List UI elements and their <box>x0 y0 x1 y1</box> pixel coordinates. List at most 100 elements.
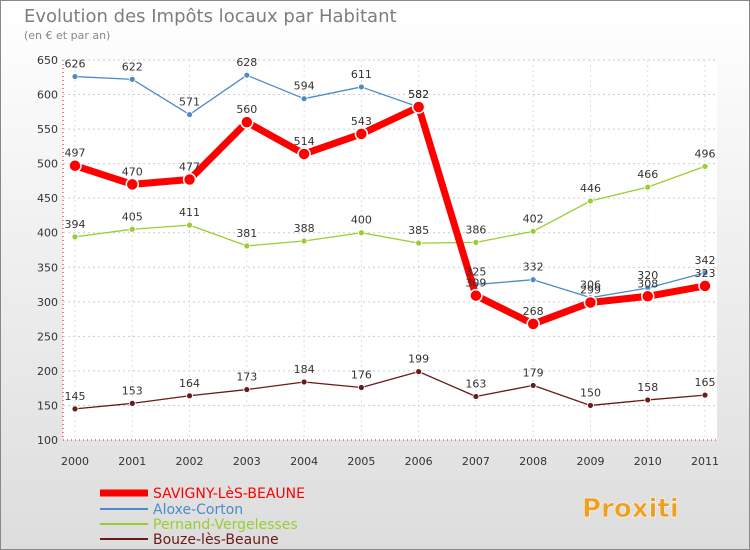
data-label: 582 <box>408 88 429 101</box>
data-label: 470 <box>122 165 143 178</box>
data-label: 386 <box>465 223 486 236</box>
data-point <box>243 386 251 393</box>
data-point <box>300 95 308 103</box>
data-point <box>243 242 251 250</box>
data-point <box>71 73 79 80</box>
data-point <box>529 382 537 389</box>
data-point <box>128 225 136 233</box>
data-point <box>240 115 254 129</box>
chart-subtitle: (en € et par an) <box>24 29 110 42</box>
data-label: 176 <box>351 368 372 381</box>
data-label: 179 <box>523 366 544 379</box>
data-point <box>357 229 365 237</box>
data-point <box>128 399 136 407</box>
data-label: 309 <box>465 277 486 290</box>
series-line-2 <box>74 165 706 247</box>
data-point <box>701 162 709 170</box>
grid-lines <box>63 59 717 440</box>
data-label: 622 <box>122 60 143 73</box>
data-label: 158 <box>637 381 658 394</box>
data-label: 394 <box>65 218 86 231</box>
data-label: 626 <box>65 58 86 71</box>
data-point <box>186 221 193 229</box>
data-label: 145 <box>65 390 86 403</box>
x-tick-label: 2008 <box>519 455 547 468</box>
data-label: 153 <box>122 384 143 397</box>
data-point <box>71 233 79 241</box>
chart-title: Evolution des Impôts locaux par Habitant <box>24 6 397 27</box>
data-label: 611 <box>351 68 372 81</box>
data-point <box>644 396 652 404</box>
data-label: 308 <box>637 277 658 290</box>
data-label: 560 <box>236 103 257 116</box>
data-label: 543 <box>351 115 372 128</box>
data-point <box>186 392 193 400</box>
x-tick-label: 2003 <box>233 455 261 468</box>
data-label: 466 <box>637 168 658 181</box>
data-label: 332 <box>523 261 544 274</box>
y-tick-label: 600 <box>37 89 58 102</box>
x-tick-label: 2011 <box>691 455 719 468</box>
data-point <box>529 227 537 235</box>
data-point <box>698 279 712 293</box>
data-point <box>644 183 652 191</box>
data-label: 299 <box>580 284 601 297</box>
data-label: 628 <box>236 56 257 69</box>
data-point <box>587 197 594 205</box>
series-line-3 <box>74 370 706 410</box>
series-line-1 <box>74 74 706 299</box>
data-point <box>357 384 365 391</box>
x-tick-label: 2005 <box>347 455 375 468</box>
data-label: 306 <box>580 279 601 292</box>
legend-label-pernand: Pernand-Vergelesses <box>153 517 298 533</box>
y-tick-label: 650 <box>37 54 58 67</box>
y-tick-label: 150 <box>37 399 58 412</box>
data-label: 150 <box>580 386 601 399</box>
x-tick-label: 2002 <box>176 455 204 468</box>
data-label: 184 <box>294 363 315 376</box>
data-label: 400 <box>351 214 372 227</box>
x-tick-label: 2007 <box>462 455 490 468</box>
y-tick-label: 500 <box>37 158 58 171</box>
x-tick-label: 2010 <box>634 455 662 468</box>
data-point <box>701 269 709 277</box>
data-label: 323 <box>695 267 716 280</box>
data-label: 594 <box>294 80 315 93</box>
data-label: 381 <box>236 227 257 240</box>
y-tick-label: 100 <box>37 434 58 447</box>
data-label: 385 <box>408 224 429 237</box>
y-tick-label: 450 <box>37 192 58 205</box>
data-label: 165 <box>695 376 716 389</box>
x-tick-label: 2001 <box>118 455 146 468</box>
data-label: 163 <box>465 377 486 390</box>
legend-label-aloxe: Aloxe-Corton <box>153 502 243 518</box>
y-tick-label: 400 <box>37 227 58 240</box>
data-point <box>701 391 709 399</box>
data-label: 582 <box>408 88 429 101</box>
series-layer <box>68 71 712 413</box>
y-tick-label: 550 <box>37 123 58 136</box>
data-point <box>472 393 480 400</box>
data-point <box>469 288 483 303</box>
data-point <box>182 172 197 187</box>
legend-label-savigny: SAVIGNY-LèS-BEAUNE <box>153 486 305 502</box>
data-point <box>583 295 598 310</box>
data-label: 388 <box>294 222 315 235</box>
x-axis-ticks: 2000 2001 2002 2003 2004 2005 2006 2007 2008 2009… <box>61 455 719 468</box>
data-label: 164 <box>179 377 200 390</box>
data-label: 411 <box>179 206 200 219</box>
data-point <box>71 405 79 413</box>
data-point <box>529 276 537 284</box>
data-label: 199 <box>408 353 429 366</box>
data-point <box>68 158 82 173</box>
x-tick-label: 2009 <box>576 455 604 468</box>
data-point <box>411 100 426 114</box>
data-label: 173 <box>236 371 257 384</box>
data-point <box>354 127 369 141</box>
data-label: 514 <box>294 135 315 148</box>
data-label: 446 <box>580 182 601 195</box>
data-labels: 145 153 164 173 184 176 199 163 179 150 158 165 394 4… <box>65 56 716 403</box>
x-tick-label: 2004 <box>290 455 318 468</box>
data-label: 497 <box>65 147 86 160</box>
